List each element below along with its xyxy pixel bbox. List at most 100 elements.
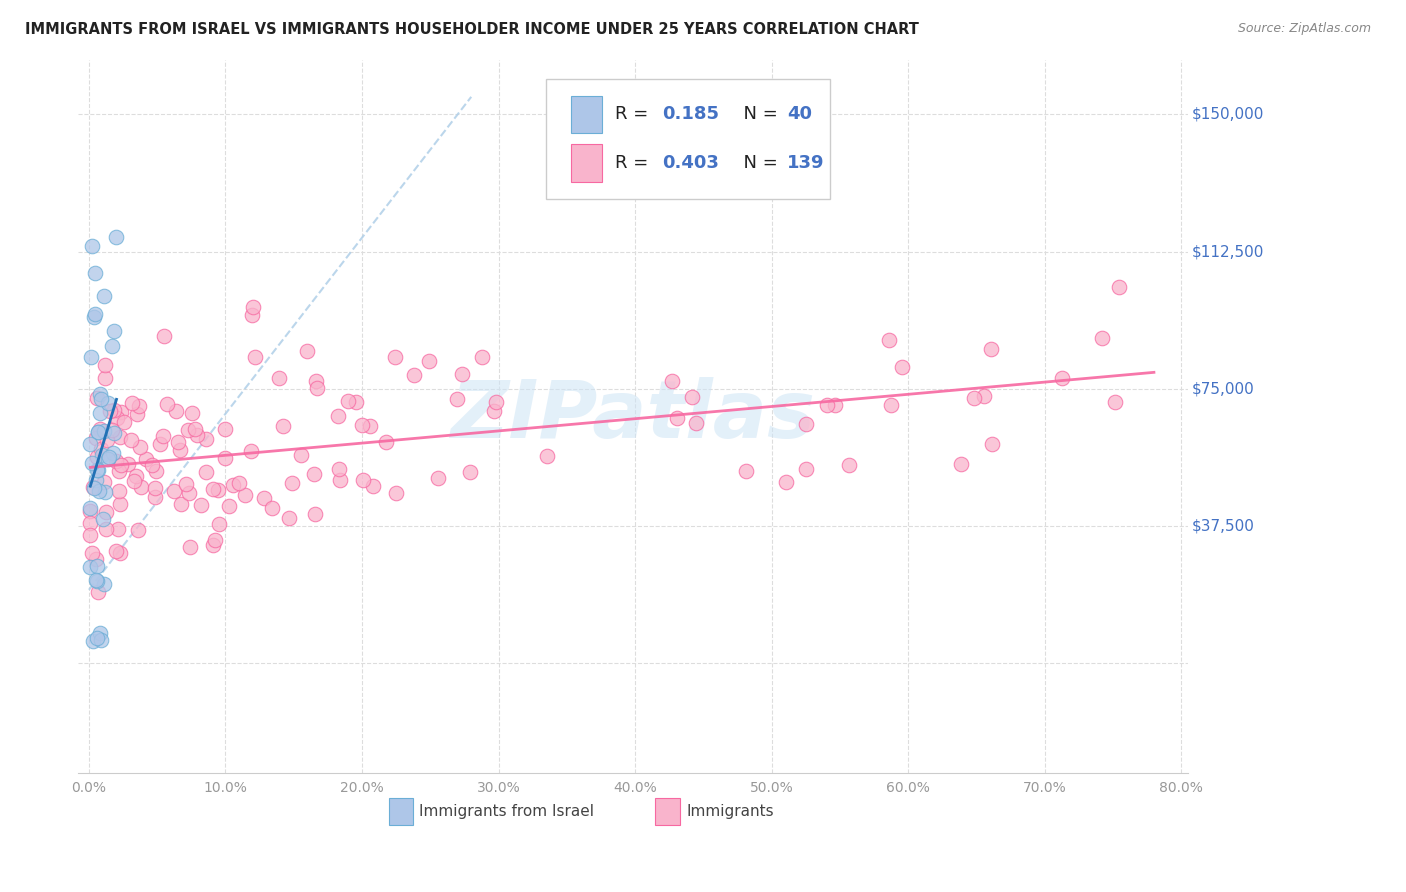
Text: $112,500: $112,500 [1192, 244, 1264, 259]
Point [305, 381, 328, 395]
Point [128, 400, 150, 414]
Point [153, 329, 176, 343]
Point [1104, 395, 1126, 409]
Point [328, 409, 350, 424]
Point [156, 397, 179, 411]
Point [90, 392, 112, 406]
Point [446, 392, 468, 406]
Point [94, 505, 117, 519]
Text: 139: 139 [787, 154, 825, 172]
Point [87, 425, 110, 439]
Point [101, 339, 124, 353]
Point [90, 633, 112, 648]
Point [426, 471, 449, 485]
Point [163, 483, 186, 498]
Point [91, 512, 114, 526]
Point [86, 450, 108, 465]
Point [344, 395, 367, 409]
Point [794, 417, 817, 431]
Point [815, 398, 838, 412]
Point [107, 484, 129, 499]
Point [110, 458, 132, 472]
Point [124, 469, 146, 483]
Point [260, 501, 283, 516]
Point [80, 456, 103, 470]
Text: Immigrants from Israel: Immigrants from Israel [419, 805, 593, 820]
Point [170, 497, 193, 511]
Point [879, 398, 901, 412]
Point [304, 507, 326, 521]
Point [214, 450, 236, 465]
Point [86, 463, 108, 477]
Point [963, 392, 986, 406]
Point [93, 288, 115, 302]
Point [482, 403, 505, 417]
Point [980, 437, 1002, 451]
Point [79, 501, 101, 516]
Point [93, 577, 115, 591]
Point [775, 475, 797, 490]
Point [145, 464, 167, 478]
Point [82, 546, 104, 560]
Point [1050, 371, 1073, 385]
Point [186, 428, 208, 442]
Point [239, 443, 262, 458]
Point [204, 533, 226, 548]
Point [666, 411, 689, 425]
FancyBboxPatch shape [547, 78, 830, 199]
Point [460, 465, 482, 479]
Text: ZIPatlas: ZIPatlas [450, 377, 815, 455]
Point [110, 405, 132, 419]
Point [97, 450, 120, 464]
Point [79, 437, 101, 451]
Point [796, 461, 818, 475]
Point [295, 343, 318, 358]
Point [385, 485, 408, 500]
Point [194, 465, 217, 479]
Text: N =: N = [733, 105, 783, 123]
Point [79, 528, 101, 542]
Point [536, 449, 558, 463]
Point [101, 423, 124, 437]
Point [82, 238, 104, 252]
Point [305, 374, 328, 388]
Point [94, 484, 117, 499]
Point [202, 538, 225, 552]
Text: 40: 40 [787, 105, 813, 123]
Point [89, 387, 111, 401]
Point [93, 424, 115, 438]
Point [253, 491, 276, 505]
Point [240, 308, 263, 322]
Point [242, 300, 264, 314]
Point [222, 478, 245, 492]
Point [79, 503, 101, 517]
Point [108, 497, 131, 511]
Point [97, 452, 120, 467]
Point [105, 454, 128, 468]
Point [228, 475, 250, 490]
Point [661, 374, 683, 388]
Point [290, 448, 312, 462]
Point [208, 516, 231, 531]
Point [103, 425, 125, 440]
Point [107, 522, 129, 536]
Point [363, 478, 385, 492]
Point [1108, 279, 1130, 293]
Text: $75,000: $75,000 [1192, 381, 1256, 396]
Point [152, 429, 174, 443]
Point [98, 403, 121, 417]
Point [202, 482, 225, 496]
Point [973, 389, 995, 403]
Point [143, 490, 166, 504]
Point [83, 481, 105, 495]
Point [84, 473, 107, 487]
Text: R =: R = [616, 154, 654, 172]
Point [384, 350, 406, 364]
Point [124, 474, 146, 488]
Point [877, 334, 900, 348]
Point [359, 418, 381, 433]
Point [84, 432, 107, 446]
Point [169, 442, 191, 457]
Point [86, 631, 108, 645]
Point [233, 488, 256, 502]
